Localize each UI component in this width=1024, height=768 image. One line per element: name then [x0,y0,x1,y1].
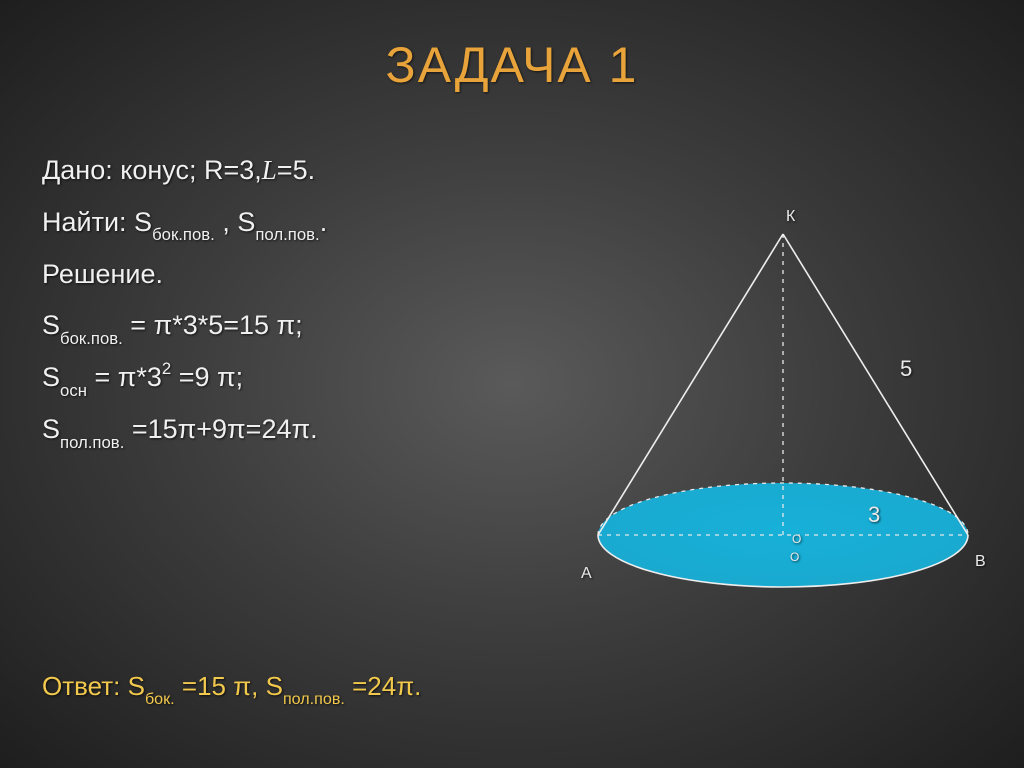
l3-rest: =15π+9π=24π. [124,414,317,444]
l1-sub: бок.пов. [60,329,123,348]
ans-sub1: бок. [145,690,175,708]
ans-mid: =15 π, S [175,671,283,701]
left-vertex-label: А [581,565,592,583]
l2-sup: 2 [162,359,171,378]
given-line: Дано: конус; R=3,L=5. [42,145,327,197]
ans-pre: Ответ: S [42,671,145,701]
slide-title: ЗАДАЧА 1 [0,0,1024,94]
find-suffix: . [320,207,328,237]
given-prefix: Дано: конус; R=3, [42,155,262,185]
given-l: L [262,155,277,185]
l2-mid: = π*3 [87,362,162,392]
l3-pre: S [42,414,60,444]
find-sub2: пол.пов. [255,225,319,244]
content-block: Дано: конус; R=3,L=5. Найти: Sбок.пов. ,… [42,145,327,456]
find-line: Найти: Sбок.пов. , Sпол.пов.. [42,197,327,249]
slant-value-label: 5 [900,356,912,382]
l1-pre: S [42,310,60,340]
solution-line-3: Sпол.пов. =15π+9π=24π. [42,404,327,456]
solution-line-2: Sосн = π*32 =9 π; [42,352,327,404]
apex-label: К [786,208,795,226]
l1-rest: = π*3*5=15 π; [123,310,303,340]
l2-pre: S [42,362,60,392]
answer-line: Ответ: Sбок. =15 π, Sпол.пов. =24π. [42,671,421,706]
l2-sub: осн [60,381,87,400]
solution-line-1: Sбок.пов. = π*3*5=15 π; [42,300,327,352]
solution-label: Решение. [42,249,327,301]
find-prefix: Найти: S [42,207,152,237]
ans-rest: =24π. [345,671,422,701]
ans-sub2: пол.пов. [283,690,345,708]
given-suffix: =5. [277,155,315,185]
center-label-1: О [792,532,801,546]
right-vertex-label: В [975,553,986,571]
l3-sub: пол.пов. [60,433,124,452]
cone-svg [568,200,998,630]
center-label-2: О [790,550,799,564]
cone-diagram: К 5 3 А В О О [568,200,998,630]
find-mid: , S [215,207,256,237]
l2-rest: =9 π; [171,362,243,392]
find-sub1: бок.пов. [152,225,215,244]
radius-value-label: 3 [868,502,880,528]
